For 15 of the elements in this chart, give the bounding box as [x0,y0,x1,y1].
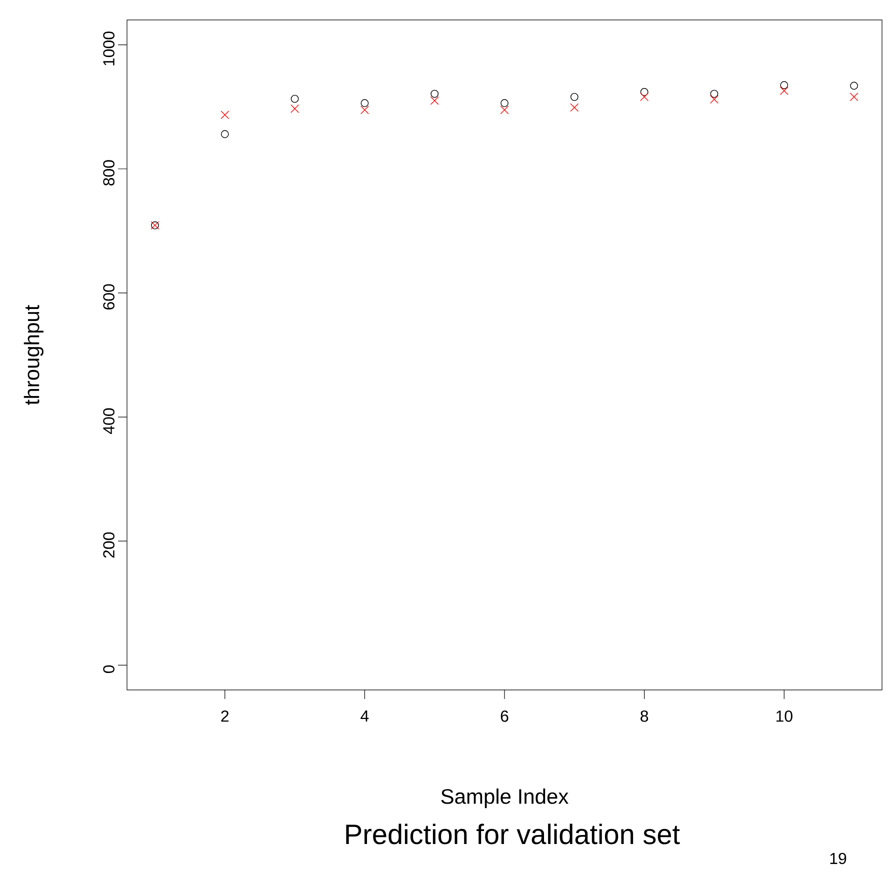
y-tick-label: 200 [103,532,114,558]
text: 19 [830,852,846,864]
y-axis-title: throughput [24,304,44,405]
x-tick-label: 10 [776,710,792,722]
x-axis-title: Sample Index [441,788,568,808]
x-tick-label: 4 [360,710,369,722]
x-tick-label: 2 [221,710,229,722]
text: Prediction for validation set [346,824,680,844]
y-tick-label: 600 [103,284,114,310]
y-tick-label: 800 [103,160,114,186]
y-tick-label: 0 [103,665,114,673]
y-tick-label: 1000 [103,32,114,66]
x-tick-label: 6 [500,710,508,722]
y-tick-label: 400 [103,408,114,434]
x-tick-label: 8 [640,710,648,722]
